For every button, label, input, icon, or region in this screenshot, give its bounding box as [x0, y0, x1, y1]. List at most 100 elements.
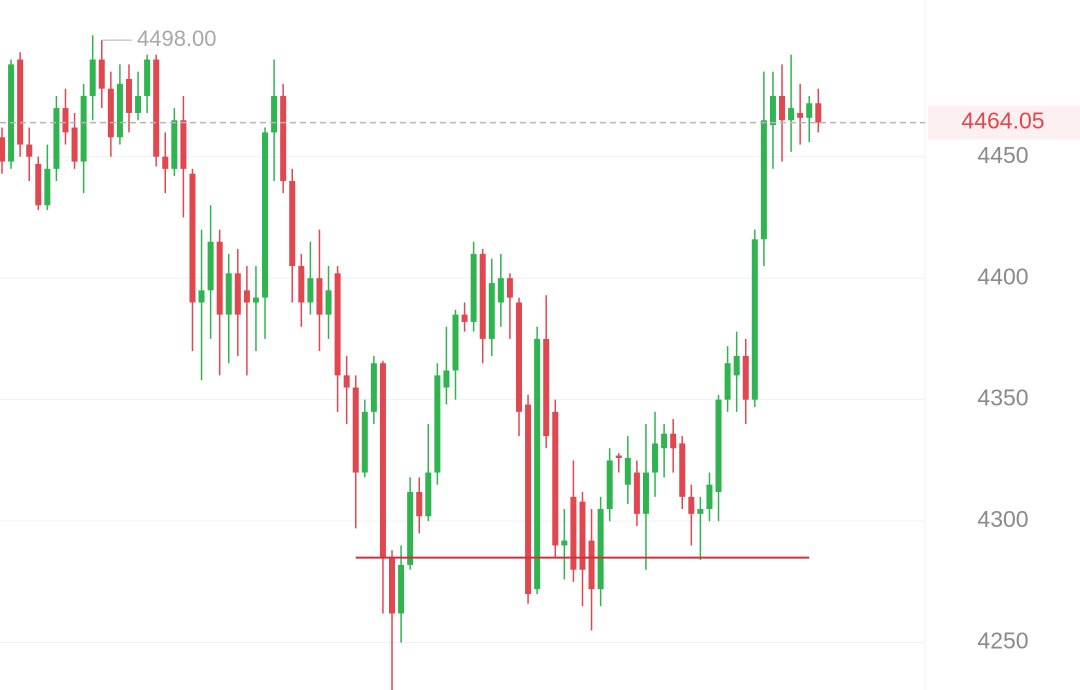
candle-body: [570, 496, 577, 570]
candle-body: [271, 95, 278, 133]
candle-body: [525, 404, 532, 595]
candle-body: [262, 132, 269, 298]
candle-body: [44, 168, 51, 206]
candle-body: [506, 278, 513, 298]
candle-body: [62, 108, 69, 133]
candle-body: [779, 95, 786, 121]
candle-body: [561, 540, 568, 546]
candle-body: [135, 95, 142, 113]
candle-body: [361, 411, 368, 473]
candle-body: [352, 387, 359, 473]
candle-body: [71, 127, 78, 162]
candle-body: [298, 266, 305, 303]
candle-body: [788, 108, 795, 121]
candle-body: [733, 355, 740, 376]
candle-body: [207, 241, 214, 291]
candle-body: [597, 508, 604, 590]
candle-body: [615, 455, 622, 458]
last-price-label: 4464.05: [961, 108, 1044, 134]
candle-body: [389, 557, 396, 614]
candle-body: [144, 59, 151, 96]
candle-body: [407, 491, 414, 565]
candle-body: [661, 433, 668, 449]
y-tick-label: 4400: [977, 263, 1028, 289]
candle-body: [679, 443, 686, 497]
candle-body: [343, 375, 350, 388]
candle-body: [751, 239, 758, 400]
candle-body: [534, 338, 541, 590]
candle-body: [425, 472, 432, 517]
candle-body: [470, 253, 477, 322]
candle-body: [670, 433, 677, 449]
candle-body: [760, 120, 767, 240]
candle-body: [280, 95, 287, 182]
candle-body: [325, 290, 332, 315]
candle-body: [588, 540, 595, 590]
candle-body: [307, 278, 314, 303]
candle-body: [515, 302, 522, 412]
candle-body: [89, 59, 96, 96]
candle-body: [443, 370, 450, 388]
candle-body: [80, 95, 87, 162]
candle-body: [252, 297, 259, 303]
candle-body: [769, 95, 776, 126]
candle-body: [171, 120, 178, 169]
candle-body: [26, 144, 33, 157]
candle-body: [724, 363, 731, 400]
candle-body: [797, 112, 804, 118]
candle-body: [8, 64, 15, 162]
candle-body: [579, 501, 586, 570]
candle-body: [434, 375, 441, 473]
candle-body: [0, 137, 5, 162]
candle-body: [243, 290, 250, 303]
candle-body: [234, 273, 241, 315]
candle-body: [624, 457, 631, 485]
candle-body: [479, 253, 486, 339]
candle-body: [316, 278, 323, 315]
candle-body: [416, 491, 423, 517]
candle-body: [153, 59, 160, 157]
candle-body: [652, 443, 659, 473]
candle-body: [552, 411, 559, 546]
candle-body: [35, 163, 42, 206]
candle-body: [642, 472, 649, 514]
candle-body: [461, 314, 468, 322]
candle-body: [379, 363, 386, 558]
candle-body: [198, 290, 205, 303]
candle-body: [688, 496, 695, 514]
y-tick-label: 4450: [977, 142, 1028, 168]
candle-body: [370, 363, 377, 412]
candle-body: [488, 283, 495, 339]
candle-body: [189, 173, 196, 303]
y-tick-label: 4350: [977, 385, 1028, 411]
candle-body: [53, 108, 60, 169]
candle-body: [398, 564, 405, 614]
y-tick-label: 4300: [977, 506, 1028, 532]
candle-body: [452, 314, 459, 371]
candle-body: [633, 472, 640, 514]
candle-body: [98, 59, 105, 89]
candle-body: [125, 78, 132, 113]
candle-body: [497, 278, 504, 303]
candle-body: [742, 355, 749, 400]
y-tick-label: 4250: [977, 628, 1028, 654]
candle-body: [162, 156, 169, 169]
candle-body: [543, 338, 550, 437]
price-axis-panel: [925, 0, 1080, 690]
last-price-badge: [928, 105, 1080, 140]
candle-body: [806, 103, 813, 118]
candle-body: [107, 88, 114, 138]
candle-body: [815, 103, 822, 123]
candle-body: [225, 273, 232, 315]
candle-body: [116, 83, 123, 138]
candle-body: [180, 120, 187, 169]
candle-body: [697, 508, 704, 514]
candle-body: [606, 460, 613, 509]
candle-body: [706, 484, 713, 509]
candle-body: [17, 59, 24, 145]
candle-body: [216, 241, 223, 315]
candle-body: [715, 399, 722, 492]
candle-body: [334, 273, 341, 376]
high-marker-label: 4498.00: [137, 26, 217, 51]
